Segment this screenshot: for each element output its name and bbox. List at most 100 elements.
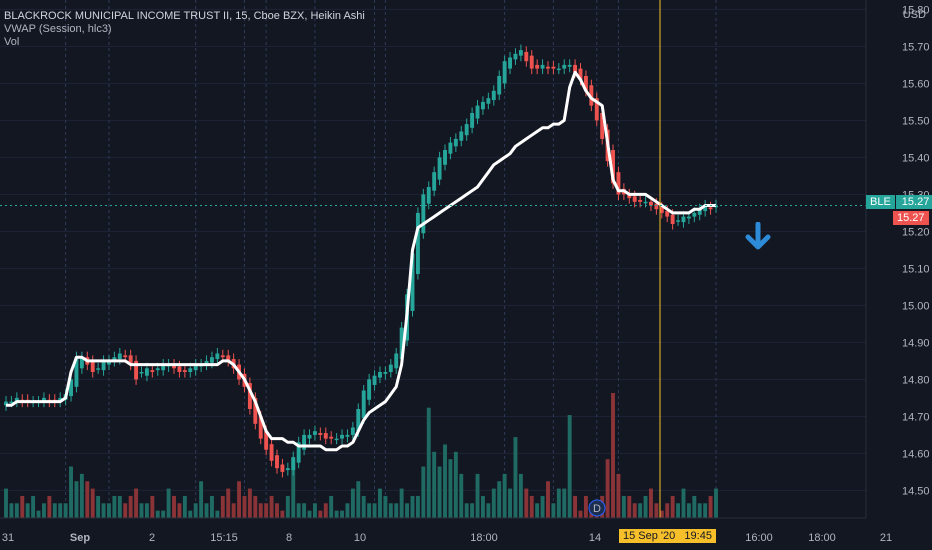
candle-body: [600, 113, 605, 139]
volume-bar: [508, 488, 512, 518]
volume-bar: [52, 503, 57, 518]
candle-body: [421, 194, 426, 234]
candle-body: [172, 364, 176, 369]
candle-body: [285, 468, 290, 471]
volume-bar: [697, 503, 702, 518]
candle-body: [616, 172, 621, 195]
volume-bar: [107, 503, 111, 518]
candle-body: [226, 355, 231, 361]
symbol-price-tag: BLE 15.27: [866, 195, 932, 209]
volume-bar: [415, 495, 420, 518]
d-marker[interactable]: D: [588, 499, 606, 517]
candle-body: [535, 64, 540, 69]
candle-body: [546, 66, 550, 69]
candle-body: [378, 372, 382, 378]
candle-body: [361, 390, 366, 419]
volume-bar: [166, 488, 171, 518]
volume-bar: [247, 488, 252, 518]
price-tick-label: 15.40: [902, 152, 930, 164]
candle-body: [69, 379, 73, 397]
candle-body: [79, 357, 84, 369]
volume-bar: [150, 495, 155, 518]
volume-bar: [291, 459, 296, 518]
candle-body: [464, 124, 469, 136]
volume-bar: [410, 495, 415, 518]
time-tick-label: 8: [286, 532, 292, 544]
volume-bar: [90, 488, 95, 518]
candle-body: [649, 201, 653, 206]
volume-bar: [41, 503, 46, 518]
volume-bar: [323, 503, 328, 518]
volume-bar: [437, 466, 442, 518]
candle-body: [703, 205, 708, 212]
candle-body: [518, 50, 523, 56]
volume-bar: [63, 503, 68, 518]
vwap-line: [6, 70, 716, 452]
volume-bar: [383, 495, 388, 518]
price-axis[interactable]: 14.50 14.60 14.70 14.80 14.90 15.00 15.10 15.20…: [865, 0, 930, 518]
volume-bar: [182, 495, 187, 518]
candle-body: [161, 364, 166, 371]
candle-body: [638, 199, 643, 202]
candle-body: [594, 98, 599, 121]
candlesticks: [4, 44, 718, 478]
volume-bar: [74, 481, 79, 518]
candle-body: [107, 360, 111, 365]
candle-body: [676, 220, 681, 222]
volume-bar: [670, 495, 675, 518]
candle-body: [101, 360, 106, 371]
volume-bar: [96, 495, 101, 518]
candle-body: [556, 68, 561, 71]
volume-bar: [215, 510, 220, 518]
volume-bar: [399, 488, 404, 518]
candle-body: [264, 431, 269, 450]
candle-body: [437, 157, 442, 180]
volume-bar: [616, 473, 621, 518]
volume-bars: [4, 393, 718, 518]
volume-bar: [681, 488, 686, 518]
candle-body: [611, 150, 615, 184]
time-axis[interactable]: 31 Sep 2 15:15 8 10 18:00 14 16:00 18:00 21: [0, 517, 892, 544]
volume-bar: [605, 459, 610, 518]
candle-body: [383, 372, 388, 374]
volume-bar: [123, 503, 128, 518]
legend-volume[interactable]: Vol: [4, 36, 20, 48]
volume-bar: [36, 510, 41, 518]
volume-bar: [231, 503, 236, 518]
candle-body: [150, 370, 155, 372]
volume-bar: [79, 473, 84, 518]
candle-body: [4, 401, 8, 406]
volume-bar: [69, 466, 73, 518]
volume-bar: [529, 495, 534, 518]
chart-grid: [0, 0, 866, 518]
volume-bar: [58, 503, 63, 518]
volume-bar: [47, 495, 52, 518]
volume-bar: [128, 495, 133, 518]
candle-body: [41, 397, 46, 402]
candle-body: [432, 172, 437, 191]
arrow-down-icon: [745, 222, 771, 250]
candle-body: [258, 416, 263, 439]
volume-bar: [692, 495, 697, 518]
volume-bar: [177, 503, 182, 518]
candle-body: [204, 360, 209, 365]
volume-bar: [307, 510, 312, 518]
volume-bar: [453, 451, 458, 518]
candle-body: [291, 457, 296, 471]
volume-bar: [714, 488, 718, 518]
candle-body: [345, 434, 350, 437]
volume-bar: [85, 481, 90, 518]
time-tick-label: 21: [880, 532, 892, 544]
candle-body: [112, 357, 117, 361]
candle-body: [475, 105, 480, 119]
volume-bar: [9, 503, 14, 518]
candle-body: [426, 187, 431, 204]
crosshair-time-tag: 15 Sep '20 19:45: [619, 529, 716, 543]
legend-vwap[interactable]: VWAP (Session, hlc3): [4, 23, 112, 35]
volume-bar: [312, 503, 317, 518]
candle-body: [415, 212, 420, 274]
volume-bar: [345, 503, 350, 518]
volume-bar: [665, 503, 670, 518]
candle-body: [654, 203, 659, 210]
